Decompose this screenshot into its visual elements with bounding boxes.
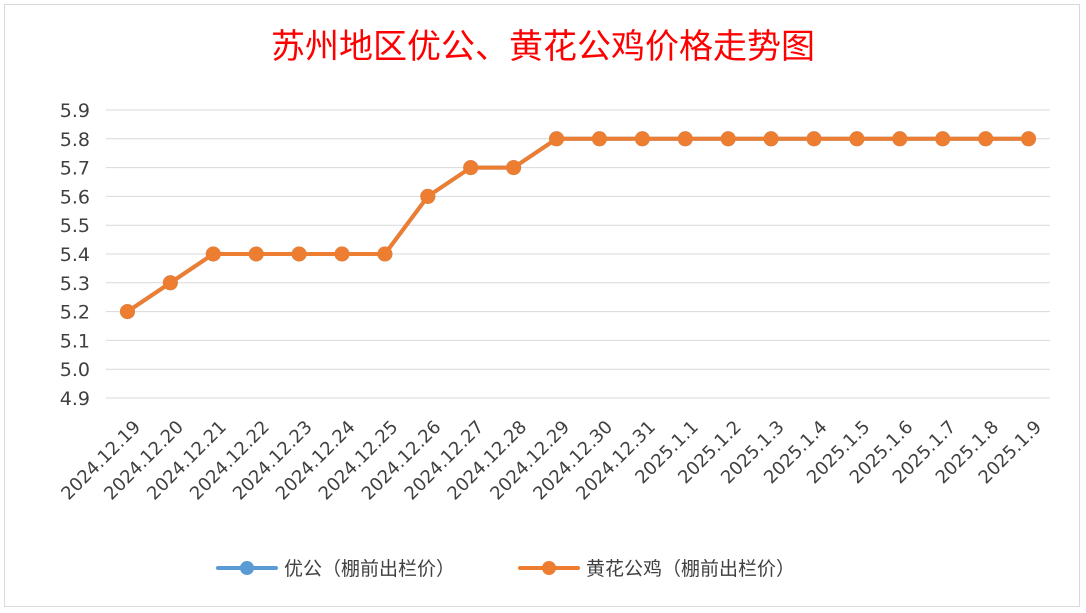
y-tick-label: 5.0 bbox=[60, 359, 90, 381]
legend-label-0: 优公（棚前出栏价） bbox=[284, 558, 455, 580]
data-point bbox=[720, 131, 736, 147]
data-point bbox=[978, 131, 994, 147]
data-point bbox=[248, 246, 264, 262]
legend: 优公（棚前出栏价） 黄花公鸡（棚前出栏价） bbox=[216, 558, 795, 580]
data-point bbox=[506, 160, 522, 176]
y-tick-label: 5.9 bbox=[60, 100, 90, 122]
data-point bbox=[806, 131, 822, 147]
data-point bbox=[1021, 131, 1037, 147]
y-tick-label: 5.6 bbox=[60, 186, 90, 208]
data-point bbox=[334, 246, 350, 262]
data-point bbox=[463, 160, 479, 176]
legend-label-1: 黄花公鸡（棚前出栏价） bbox=[586, 558, 795, 580]
chart-frame bbox=[4, 4, 1080, 607]
y-tick-label: 5.1 bbox=[60, 330, 90, 352]
series-line-1 bbox=[125, 136, 1031, 314]
x-axis-ticks: 2024.12.192024.12.202024.12.212024.12.22… bbox=[57, 417, 1046, 505]
y-tick-label: 5.8 bbox=[60, 129, 90, 151]
legend-marker-1 bbox=[542, 561, 556, 575]
y-tick-label: 5.5 bbox=[60, 215, 90, 237]
data-point bbox=[377, 246, 393, 262]
y-tick-label: 5.7 bbox=[60, 158, 90, 180]
data-point bbox=[420, 188, 436, 204]
data-point bbox=[763, 131, 779, 147]
series-group bbox=[119, 131, 1037, 320]
data-point bbox=[119, 304, 135, 320]
legend-marker-0 bbox=[240, 561, 254, 575]
y-tick-label: 5.2 bbox=[60, 302, 90, 324]
data-point bbox=[849, 131, 865, 147]
y-tick-label: 4.9 bbox=[60, 388, 90, 410]
data-point bbox=[162, 275, 178, 291]
data-point bbox=[677, 131, 693, 147]
chart-title: 苏州地区优公、黄花公鸡价格走势图 bbox=[271, 27, 815, 67]
data-point bbox=[205, 246, 221, 262]
data-point bbox=[892, 131, 908, 147]
data-point bbox=[549, 131, 565, 147]
y-tick-label: 5.3 bbox=[60, 273, 90, 295]
gridlines bbox=[106, 109, 1050, 399]
data-point bbox=[634, 131, 650, 147]
data-point bbox=[935, 131, 951, 147]
data-point bbox=[291, 246, 307, 262]
y-tick-label: 5.4 bbox=[60, 244, 90, 266]
y-axis-ticks: 5.9 5.8 5.7 5.6 5.5 5.4 5.3 5.2 5.1 5.0 4.9 bbox=[60, 100, 90, 410]
data-point bbox=[591, 131, 607, 147]
